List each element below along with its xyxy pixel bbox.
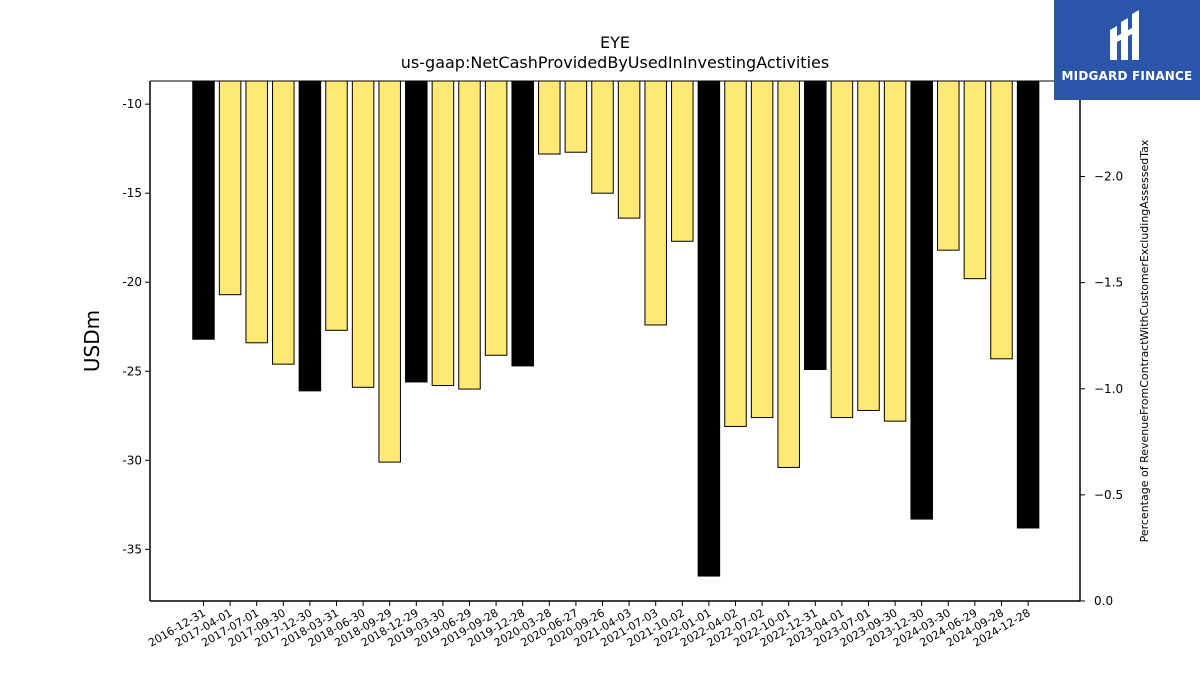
y-tick-label: -30 [122,453,142,467]
bar-2023-07-01 [857,80,880,411]
bar-2019-09-28 [484,80,508,356]
y-tick-label: -10 [122,97,142,111]
bar-2022-12-31 [804,80,827,370]
bar-2017-09-30 [272,80,295,365]
logo-text: MIDGARD FINANCE [1061,69,1193,83]
y-tick-label: -35 [122,542,142,556]
y-tick-label: -15 [122,186,142,200]
bar-2018-03-31 [325,80,348,331]
bar-2019-06-29 [458,80,481,390]
bar-2024-12-28 [1016,80,1040,529]
bar-2021-04-03 [617,80,641,219]
bar-2024-09-28 [990,80,1013,360]
bar-2019-03-30 [431,80,455,387]
bar-2021-10-02 [671,80,694,242]
bar-2018-12-29 [405,80,428,383]
bar-2016-12-31 [192,80,215,340]
bar-2023-04-01 [830,80,854,419]
bar-2023-12-30 [910,80,933,520]
bar-2020-06-27 [564,80,588,153]
bar-2022-10-01 [777,80,800,468]
midgard-logo-icon [1110,10,1139,60]
bar-2022-07-02 [750,80,774,419]
y2-tick-label: −1.0 [1094,382,1123,396]
midgard-finance-logo: MIDGARD FINANCE [1054,0,1200,100]
bar-2017-07-01 [245,80,268,344]
y2-tick-label: −1.5 [1094,276,1123,290]
bar-2023-09-30 [883,80,907,422]
chart-subtitle: us-gaap:NetCashProvidedByUsedInInvesting… [401,53,829,72]
bar-2017-12-30 [298,80,322,392]
y-tick-label: -20 [122,275,142,289]
y-tick-label: -25 [122,364,142,378]
bar-2017-04-01 [218,80,242,296]
bar-2020-03-28 [538,80,561,155]
chart-title: EYE [600,33,630,52]
bar-2018-09-29 [378,80,401,463]
y2-tick-label: 0.0 [1094,594,1113,608]
bar-2018-06-30 [351,80,375,388]
bar-2021-07-03 [644,80,667,326]
y-axis-label: USDm [80,310,104,372]
bar-2022-01-01 [697,80,721,577]
y2-tick-label: −2.0 [1094,170,1123,184]
bar-2019-12-28 [511,80,534,367]
bar-2020-09-26 [591,80,614,194]
y2-tick-label: −0.5 [1094,488,1123,502]
bar-2024-03-30 [937,80,960,251]
bar-2024-06-29 [963,80,987,280]
bar-2022-04-02 [724,80,747,427]
bars-group [192,80,1040,577]
y2-axis-label: Percentage of RevenueFromContractWithCus… [1138,139,1151,542]
